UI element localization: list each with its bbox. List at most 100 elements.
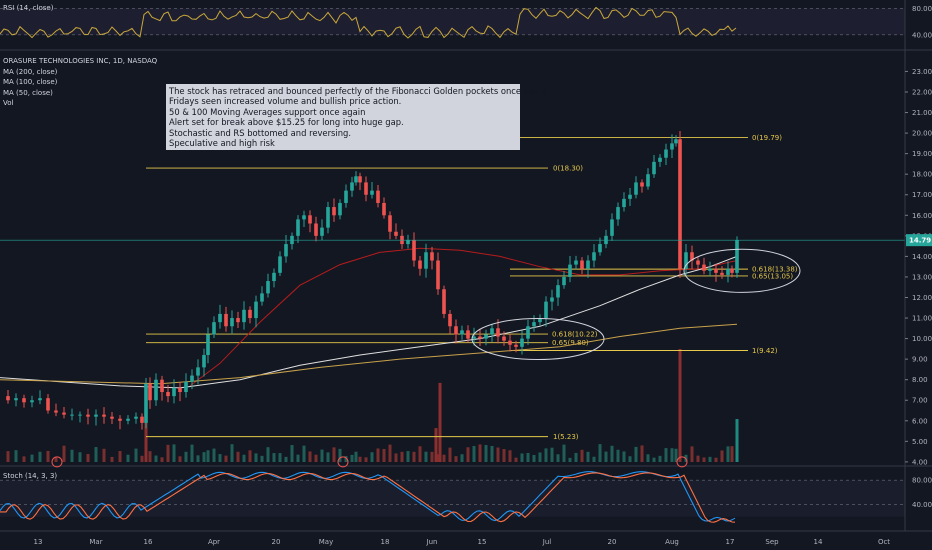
note-line: Speculative and high risk	[169, 138, 275, 149]
volume-bar	[236, 451, 240, 462]
candle-body	[394, 231, 398, 236]
price-tick-label: 23.00	[912, 68, 932, 76]
volume-bar	[538, 452, 542, 462]
volume-bar	[62, 445, 66, 462]
volume-bar	[110, 456, 114, 462]
volume-bar	[658, 455, 662, 462]
candle-body	[354, 176, 358, 183]
price-tick-label: 4.00	[912, 458, 928, 466]
volume-bar	[394, 453, 398, 462]
volume-bar	[496, 447, 500, 462]
candle-body	[598, 244, 602, 253]
volume-bar	[190, 444, 194, 462]
time-axis-label: Jul	[542, 538, 552, 546]
rsi-label: RSI (14, close)	[3, 4, 54, 12]
fib-level-label: 0.65(9.80)	[552, 339, 589, 347]
candle-body	[110, 416, 114, 419]
candle-body	[126, 418, 130, 421]
time-axis-label: Mar	[89, 538, 102, 546]
volume-label: Vol	[3, 99, 14, 107]
volume-bar	[22, 456, 26, 462]
volume-bar	[46, 450, 50, 462]
volume-bar	[610, 445, 614, 462]
time-axis-label: 20	[608, 538, 617, 546]
candle-body	[472, 336, 476, 339]
rsi-panel: 80.00 40.00	[0, 5, 932, 39]
candle-body	[184, 381, 188, 393]
candle-body	[144, 383, 148, 423]
volume-bar	[70, 449, 74, 462]
candle-body	[568, 264, 572, 277]
volume-bar	[266, 447, 270, 462]
volume-bar	[364, 457, 368, 462]
volume-bar	[568, 457, 572, 462]
volume-bar	[674, 448, 678, 462]
candle-body	[574, 260, 578, 265]
candle-body	[338, 202, 342, 216]
stoch-tick-label: 80.00	[912, 477, 932, 485]
price-tick-label: 19.00	[912, 150, 932, 158]
candle-body	[622, 198, 626, 208]
candle-body	[78, 414, 82, 416]
candle-body	[430, 252, 434, 261]
candle-body	[70, 414, 74, 416]
candle-body	[592, 252, 596, 261]
volume-bar	[350, 454, 354, 462]
candle-body	[508, 340, 512, 345]
candle-body	[538, 318, 542, 323]
volume-bar	[478, 444, 482, 462]
fib-level-label: 0.618(13.38)	[752, 266, 798, 274]
candle-body	[38, 398, 42, 401]
candle-body	[586, 260, 590, 269]
time-axis: 13 Mar 16 Apr 20 May 18 Jun 15 Jul 20 Aug 17 Sep 14 Oct	[34, 538, 891, 546]
volume-bar	[284, 456, 288, 462]
candle-body	[350, 182, 354, 191]
highlight-ellipse	[683, 248, 801, 293]
volume-bar	[38, 451, 42, 462]
volume-bar	[248, 450, 252, 462]
candle-body	[54, 410, 58, 413]
volume-bar	[166, 444, 170, 462]
analysis-note: The stock has retraced and bounced perfe…	[166, 84, 550, 151]
volume-bar	[54, 456, 58, 462]
volume-bar	[580, 449, 584, 462]
candle-body	[550, 297, 554, 302]
volume-bar	[720, 450, 724, 462]
candle-body	[370, 190, 374, 195]
volume-bar	[354, 451, 358, 462]
candle-body	[236, 318, 240, 323]
candle-body	[278, 256, 282, 273]
stoch-label: Stoch (14, 3, 3)	[3, 472, 58, 480]
volume-bar	[616, 449, 620, 462]
candle-body	[442, 289, 446, 314]
volume-bar	[640, 445, 644, 462]
volume-bar	[604, 451, 608, 462]
candle-body	[62, 412, 66, 415]
candle-body	[134, 416, 138, 419]
fib-level-label: 0(19.79)	[752, 134, 782, 142]
volume-bar	[94, 447, 98, 462]
candle-body	[388, 215, 392, 232]
time-axis-label: 18	[381, 538, 390, 546]
volume-bar	[126, 454, 130, 462]
candle-body	[690, 252, 694, 261]
volume-bar	[574, 452, 578, 462]
volume-bar	[148, 451, 152, 462]
volume-bar	[338, 448, 342, 462]
price-tick-label: 16.00	[912, 212, 932, 220]
volume-bar	[678, 348, 682, 462]
volume-bar	[490, 445, 494, 462]
volume-bar	[708, 456, 712, 462]
note-line: Stochastic and RS bottomed and reversing…	[169, 127, 352, 138]
volume-bar	[586, 451, 590, 462]
fib-level-label: 1(9.42)	[752, 347, 778, 355]
rsi-tick-label: 80.00	[912, 5, 932, 13]
candle-body	[628, 194, 632, 199]
candle-body	[102, 414, 106, 417]
volume-bar	[272, 453, 276, 462]
volume-bar	[556, 454, 560, 462]
candle-body	[218, 313, 222, 323]
volume-bar	[78, 452, 82, 462]
candle-body	[714, 268, 718, 273]
